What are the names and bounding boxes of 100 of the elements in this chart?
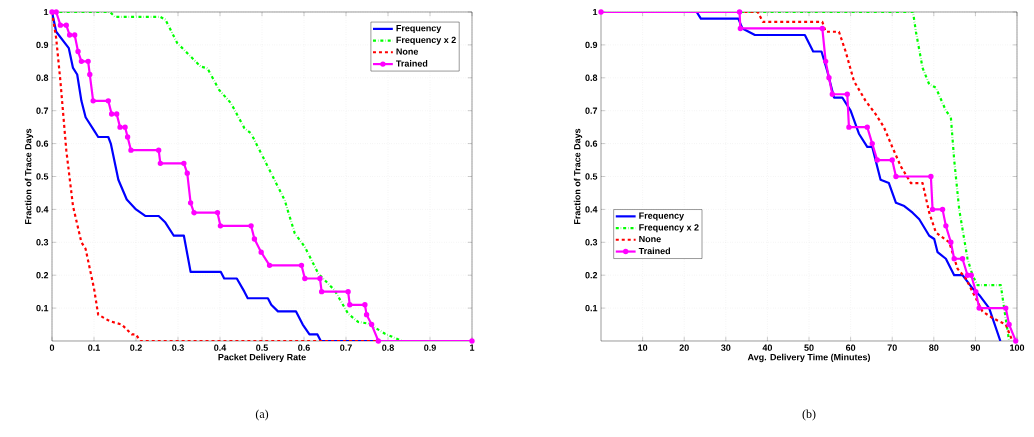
point (844, 91, 850, 97)
y-tick-label: 0.9 (36, 41, 49, 49)
point (864, 124, 870, 130)
point (66, 32, 73, 38)
y-axis-title: Fraction of Trace Days (573, 128, 583, 224)
x-tick-label: 70 (887, 344, 897, 351)
x-tick-label: 100 (1010, 344, 1025, 351)
point (943, 223, 949, 229)
point (75, 48, 81, 55)
point (124, 134, 131, 140)
point (57, 22, 64, 28)
y-tick-label: 0.6 (585, 140, 598, 147)
x-tick-label: 0.2 (130, 344, 142, 351)
point (951, 256, 957, 262)
x-tick-label: 60 (845, 344, 856, 351)
legend-label: None (396, 48, 419, 55)
point (248, 223, 254, 229)
x-tick-label: 50 (804, 344, 814, 351)
point (893, 173, 899, 180)
point (375, 338, 382, 344)
x-tick-label: 0.4 (214, 344, 227, 351)
y-tick-label: 0.6 (36, 140, 49, 147)
point (49, 9, 55, 15)
point (819, 25, 826, 32)
point (345, 288, 351, 295)
point (889, 157, 895, 163)
point (822, 58, 829, 65)
point (948, 239, 954, 245)
point (251, 236, 258, 242)
y-tick-label: 1 (44, 8, 49, 16)
point (363, 311, 370, 318)
point (964, 272, 971, 278)
y-tick-label: 0.8 (585, 74, 598, 81)
point (155, 147, 162, 153)
point (973, 288, 979, 295)
x-tick-label: 80 (929, 344, 939, 351)
point (157, 160, 164, 167)
y-tick-label: 0.5 (585, 173, 598, 180)
y-tick-label: 0.7 (36, 107, 49, 114)
point (317, 275, 323, 282)
y-tick-label: 0.4 (36, 206, 49, 213)
point (85, 58, 91, 65)
point (117, 124, 123, 130)
x-tick-label: 0.6 (298, 344, 310, 351)
point (846, 124, 852, 130)
y-tick-label: 0.5 (36, 173, 49, 180)
point (217, 223, 224, 229)
point (976, 305, 982, 311)
y-tick-label: 0.2 (585, 272, 598, 279)
x-tick-label: 10 (638, 344, 648, 351)
point (737, 25, 744, 32)
point (347, 302, 353, 308)
point (928, 173, 934, 180)
text: (a) (255, 409, 269, 421)
point (826, 75, 832, 81)
x-tick-label: 0.1 (88, 344, 100, 351)
point (1003, 305, 1009, 311)
legend-label: Frequency x 2 (396, 36, 456, 45)
point (318, 288, 325, 295)
point (829, 91, 835, 97)
y-tick-label: 0.3 (36, 239, 49, 246)
point (90, 98, 96, 104)
legend-label: Trained (638, 247, 671, 255)
y-tick-label: 0.1 (36, 304, 49, 312)
legend-label: Frequency (639, 212, 685, 221)
point (362, 302, 368, 308)
x-tick-label: 0.3 (172, 344, 184, 351)
point (187, 200, 194, 206)
point (959, 256, 966, 262)
y-tick-label: 1 (593, 8, 598, 16)
x-tick-label: 0.7 (340, 344, 352, 351)
y-tick-label: 0.4 (585, 206, 598, 213)
point (598, 9, 604, 15)
point (113, 111, 120, 117)
point (258, 249, 264, 255)
text: (b) (802, 409, 816, 421)
y-tick-label: 0.8 (36, 74, 49, 81)
point (1013, 338, 1019, 344)
point (214, 209, 221, 216)
point (87, 71, 93, 78)
point (78, 58, 85, 65)
legend-label: Frequency x 2 (639, 224, 699, 233)
point (302, 275, 308, 282)
point (128, 147, 134, 153)
point (1006, 321, 1012, 328)
y-tick-label: 0.3 (585, 239, 598, 246)
point (929, 206, 936, 213)
point (869, 140, 875, 147)
legend-label: None (639, 235, 661, 243)
point (736, 9, 743, 15)
x-tick-label: 0.8 (382, 344, 394, 351)
legend-label: Trained (396, 60, 428, 67)
point (368, 321, 375, 328)
y-tick-label: 0.1 (585, 304, 598, 312)
point (181, 160, 187, 167)
y-tick-label: 0.2 (36, 272, 49, 279)
x-tick-label: 0 (49, 344, 55, 351)
point (184, 170, 190, 176)
point (968, 272, 974, 278)
point (874, 157, 880, 163)
